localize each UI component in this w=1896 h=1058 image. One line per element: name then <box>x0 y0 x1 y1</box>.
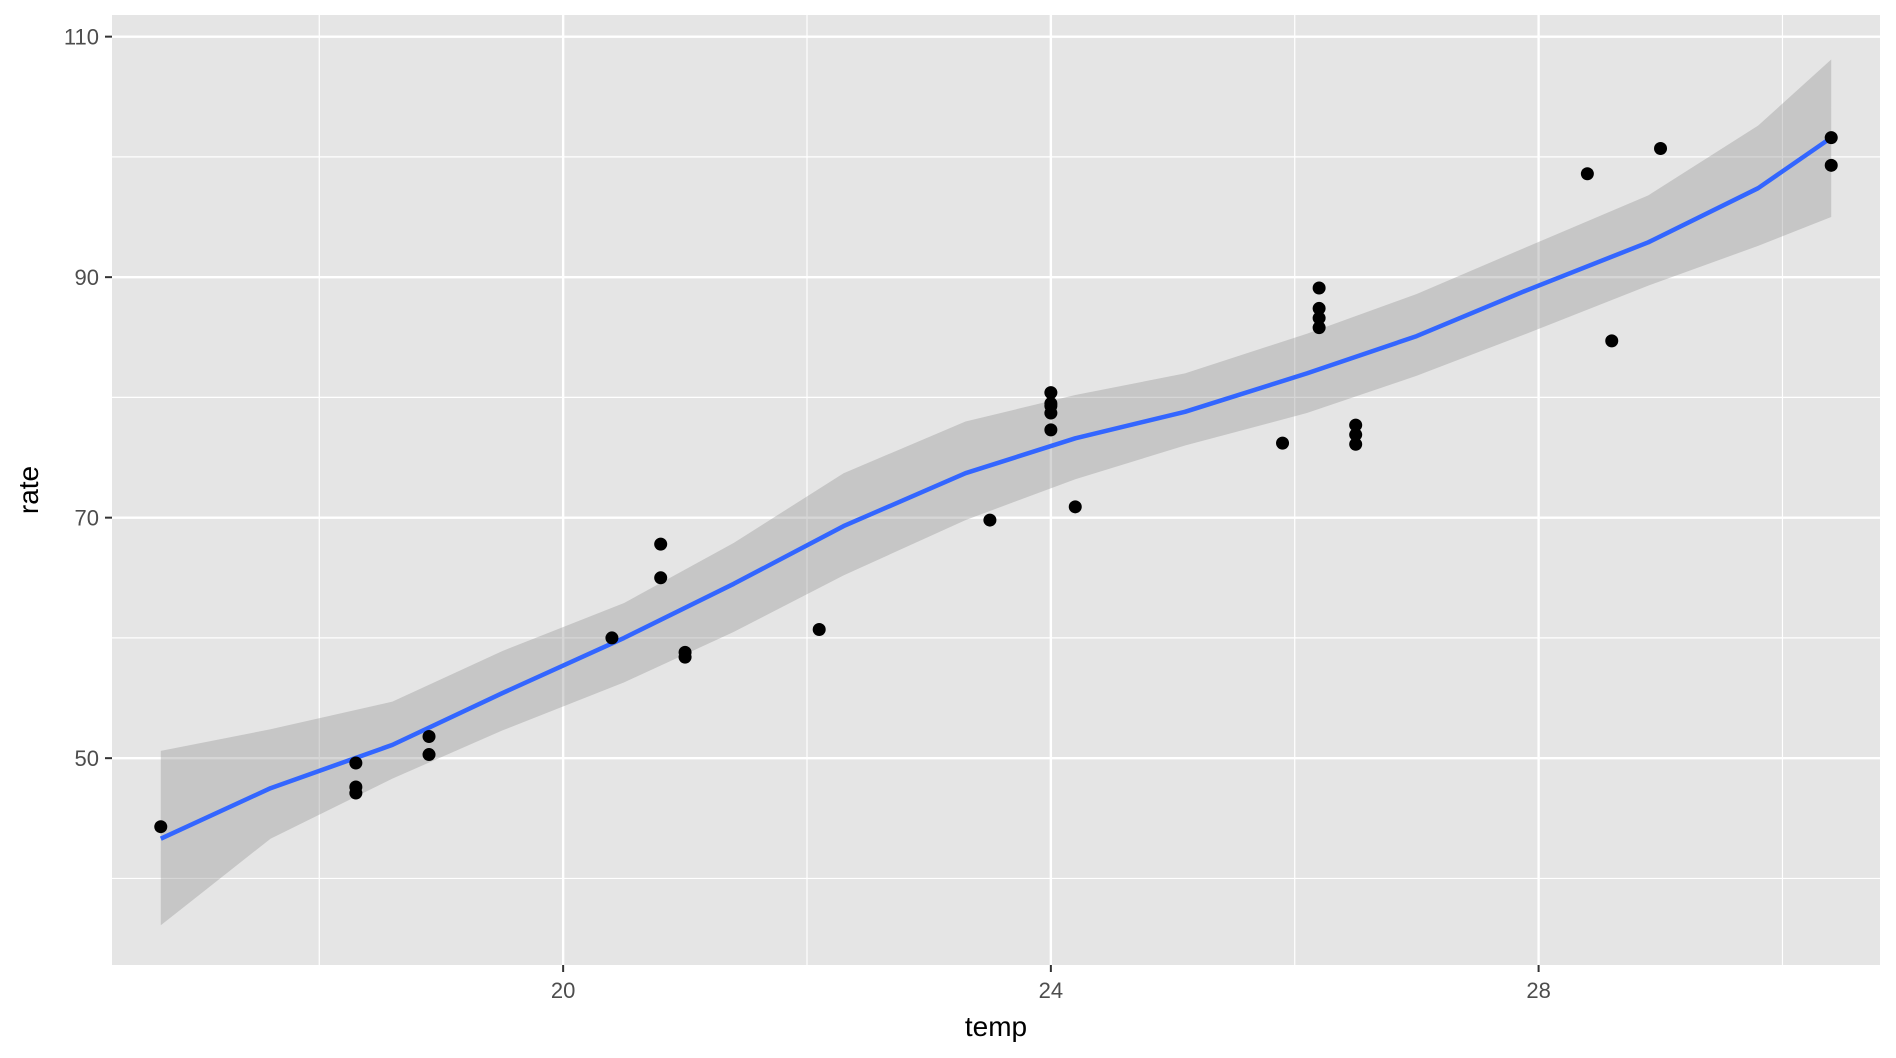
x-tick-label: 28 <box>1526 978 1550 1003</box>
x-axis-title: temp <box>965 1011 1027 1042</box>
data-point <box>422 748 436 762</box>
grid-major <box>112 15 1880 965</box>
data-point <box>1276 436 1290 450</box>
y-axis-ticks: 50 70 90 110 <box>64 25 112 771</box>
x-tick-label: 24 <box>1039 978 1063 1003</box>
y-axis-title: rate <box>13 466 44 514</box>
data-point <box>1044 406 1058 420</box>
data-point <box>422 730 436 744</box>
data-point <box>1312 301 1326 315</box>
data-point <box>983 513 997 527</box>
data-point <box>349 756 363 770</box>
data-point <box>1580 167 1594 181</box>
data-point <box>1044 423 1058 437</box>
data-point <box>678 650 692 664</box>
y-tick-label: 90 <box>75 265 99 290</box>
data-point <box>812 622 826 636</box>
x-tick-label: 20 <box>551 978 575 1003</box>
confidence-ribbon <box>160 59 1832 926</box>
data-point <box>654 571 668 585</box>
x-axis-ticks: 20 24 28 <box>551 965 1551 1003</box>
data-point <box>1824 158 1838 172</box>
data-point <box>1349 418 1363 432</box>
data-points <box>154 131 1838 834</box>
y-tick-label: 50 <box>75 746 99 771</box>
y-tick-label: 70 <box>75 506 99 531</box>
data-point <box>349 786 363 800</box>
data-point <box>1349 437 1363 451</box>
data-point <box>1312 321 1326 335</box>
smooth-line <box>159 135 1833 841</box>
data-point <box>1654 141 1668 155</box>
data-point <box>654 537 668 551</box>
data-point <box>1349 428 1363 442</box>
data-point <box>1312 281 1326 295</box>
data-point <box>1824 131 1838 145</box>
data-point <box>154 820 168 834</box>
y-tick-label: 110 <box>64 25 99 50</box>
data-point <box>1605 334 1619 348</box>
data-point <box>605 631 619 645</box>
data-point <box>1312 311 1326 325</box>
data-point <box>1044 386 1058 400</box>
data-point <box>1068 500 1082 514</box>
